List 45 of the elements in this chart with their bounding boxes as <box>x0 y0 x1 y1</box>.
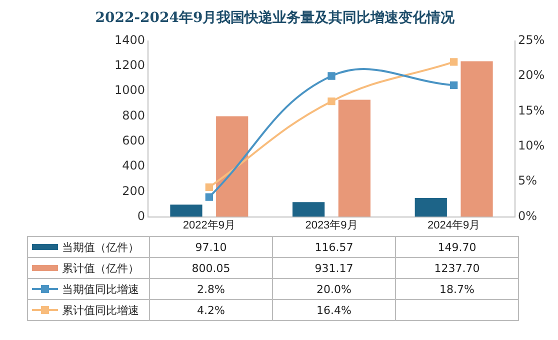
data-label: 116.57 <box>272 236 396 258</box>
data-label: 149.70 <box>396 236 518 258</box>
data-label: 18.7% <box>396 278 518 300</box>
bar <box>460 61 493 217</box>
data-label: 16.4% <box>272 300 396 320</box>
y-tick-label: 400 <box>122 158 145 173</box>
data-label: 931.17 <box>272 258 396 278</box>
y-tick-label: 200 <box>122 184 145 198</box>
y-tick-label: 800 <box>122 108 145 122</box>
y2-tick-label: 20% <box>518 68 545 82</box>
y2-tick-label: 15% <box>518 103 545 118</box>
bar <box>292 202 325 217</box>
data-label: 2.8% <box>150 278 272 300</box>
x-tick-label: 2023年9月 <box>305 219 358 232</box>
bar <box>338 100 370 217</box>
y2-tick-label: 10% <box>518 138 545 153</box>
y2-tick-label: 5% <box>518 174 538 188</box>
y-tick-label: 1200 <box>114 58 145 72</box>
data-label: 20.0% <box>272 278 396 300</box>
bar <box>414 198 447 217</box>
chart-title: 2022-2024年9月我国快递业务量及其同比增速变化情况 <box>95 9 456 26</box>
bar <box>170 204 202 217</box>
y2-tick-label: 25% <box>518 32 545 47</box>
point <box>328 72 336 80</box>
point <box>328 98 336 106</box>
legend-label: 当期值（亿件） <box>28 236 150 258</box>
data-label: 800.05 <box>150 258 272 278</box>
data-label: 97.10 <box>150 236 272 258</box>
y-tick-label: 1400 <box>114 32 145 47</box>
y-tick-label: 1000 <box>114 83 145 98</box>
data-label: 4.2% <box>150 300 272 320</box>
point <box>205 183 213 192</box>
point <box>205 193 213 201</box>
x-tick-label: 2024年9月 <box>428 219 480 232</box>
legend-label: 累计值（亿件） <box>28 258 150 278</box>
bar <box>216 116 248 217</box>
x-tick-label: 2022年9月 <box>182 219 236 232</box>
legend-label: 累计值同比增速 <box>28 300 150 320</box>
legend-label: 当期值同比增速 <box>28 278 150 300</box>
data-label: 1237.70 <box>396 258 518 278</box>
point <box>450 58 458 66</box>
y2-tick-label: 0% <box>518 208 538 223</box>
y-tick-label: 600 <box>122 133 145 148</box>
point <box>450 81 458 89</box>
y-tick-label: 0 <box>137 208 145 223</box>
